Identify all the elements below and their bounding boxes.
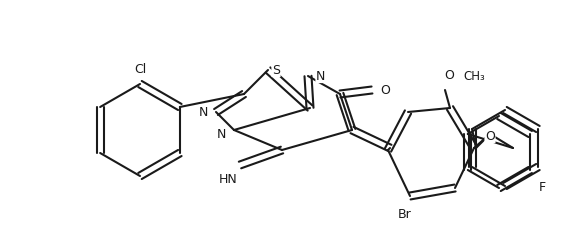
Text: S: S [272, 63, 280, 77]
Text: N: N [316, 69, 325, 83]
Text: O: O [485, 130, 495, 142]
Text: F: F [538, 181, 545, 194]
Text: Cl: Cl [134, 63, 146, 76]
Text: O: O [444, 69, 454, 82]
Text: CH₃: CH₃ [463, 69, 485, 83]
Text: N: N [199, 105, 208, 119]
Text: N: N [216, 129, 226, 141]
Text: O: O [380, 84, 390, 96]
Text: Br: Br [398, 208, 412, 221]
Text: HN: HN [219, 173, 237, 186]
